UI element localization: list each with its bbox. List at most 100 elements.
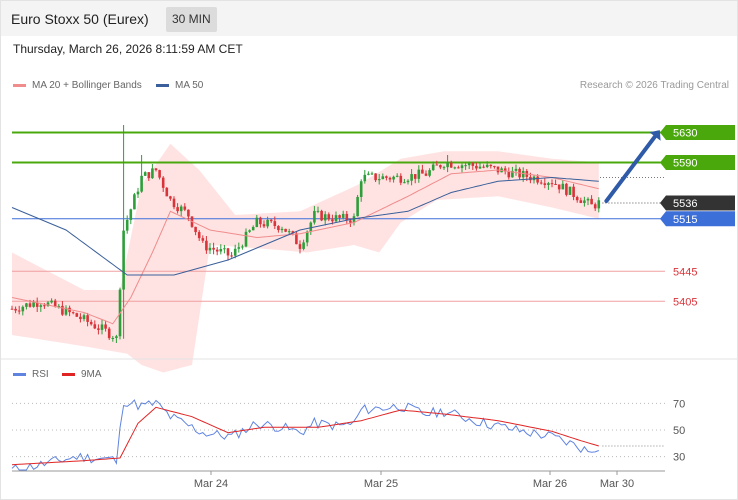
level-label-5630: 5630 [673,128,697,140]
candle-body [399,175,403,183]
x-label-mar-25: Mar 25 [364,478,398,490]
candle-body [237,247,241,249]
candle-body [32,302,35,307]
candle-body [151,168,154,179]
candle-body [507,171,511,178]
candle-body [442,167,446,169]
candle-body [183,206,187,210]
candle-body [345,213,349,221]
candle-body [295,233,298,245]
ma50-label: MA 50 [175,80,204,91]
candle-body [71,312,75,314]
candle-body [201,238,205,241]
candle-body [46,302,50,307]
candle-body [215,249,219,252]
candle-body [255,217,259,228]
candle-body [521,170,525,178]
candle-body [273,221,277,227]
candle-body [89,321,93,325]
candle-body [269,219,273,222]
candle-body [197,232,201,239]
ma50-line [11,176,599,276]
candle-body [421,169,424,174]
candle-body [230,255,233,257]
forecast-arrow-shaft [604,134,657,203]
candle-body [496,166,500,173]
level-tag-5515 [666,211,735,227]
level-label-5445: 5445 [673,266,697,278]
candle-body [223,248,226,250]
candle-body [539,182,543,184]
candle-body [43,305,46,307]
x-label-mar-30: Mar 30 [600,478,634,490]
level-tag-5590 [666,155,735,170]
candle-body [140,175,143,192]
candle-body [511,170,514,178]
candle-body [313,210,316,223]
candle-body [100,324,104,330]
candle-body [79,316,82,320]
candle-body [320,210,323,221]
candle-body [104,324,107,329]
candle-body [251,227,255,231]
candle-body [583,200,586,203]
candle-body [547,183,550,185]
rsi-legend-label: RSI [32,369,49,380]
candle-body [543,183,547,185]
level-label-5590: 5590 [673,158,697,170]
candle-body [377,179,381,181]
candle-body [464,165,467,167]
candle-body [557,184,561,190]
candle-body [305,231,309,243]
candle-body [39,305,43,307]
candle-body [136,191,140,195]
candle-body [107,328,111,339]
candle-body [413,174,417,179]
candle-body [309,222,313,232]
candle-body [475,165,478,169]
candle-body [338,215,341,218]
candle-body [579,200,583,203]
candle-body [176,207,179,212]
instrument-title: Euro Stoxx 50 (Eurex) [11,11,149,27]
candle-body [478,166,482,169]
level-label-5515: 5515 [673,214,697,226]
x-label-mar-26: Mar 26 [533,478,567,490]
legend-ma50: MA 50 [156,80,203,91]
candle-body [417,169,421,179]
candle-body [370,173,374,175]
ma20-line [11,169,599,325]
candle-body [115,336,118,338]
candle-body [25,303,28,307]
chart-header: Euro Stoxx 50 (Eurex) 30 MIN [1,1,737,36]
candle-body [446,162,449,168]
timeframe-badge[interactable]: 30 MIN [166,7,217,32]
candle-body [514,168,518,171]
candle-body [435,164,439,166]
candle-body [554,183,557,185]
candle-body [403,182,406,184]
candle-body [352,216,356,223]
candle-body [28,303,32,307]
level-label-5536: 5536 [673,198,697,210]
candle-body [561,183,565,190]
candle-body [410,174,413,181]
candle-body [449,162,453,168]
candle-body [374,173,377,181]
rsi-tick-70: 70 [673,398,685,410]
candle-body [493,166,496,168]
candle-body [482,166,485,168]
legend-rsi: RSI [13,369,49,380]
candle-body [50,300,53,303]
forecast-arrow-head [649,130,661,141]
candle-body [17,310,21,312]
candle-body [568,186,572,195]
level-tag-pointer-5630 [660,125,666,140]
candle-body [262,224,266,227]
candle-body [565,183,568,195]
candle-body [460,165,464,169]
rsi-tick-30: 30 [673,452,685,464]
candle-body [133,194,136,210]
candle-body [280,228,284,231]
